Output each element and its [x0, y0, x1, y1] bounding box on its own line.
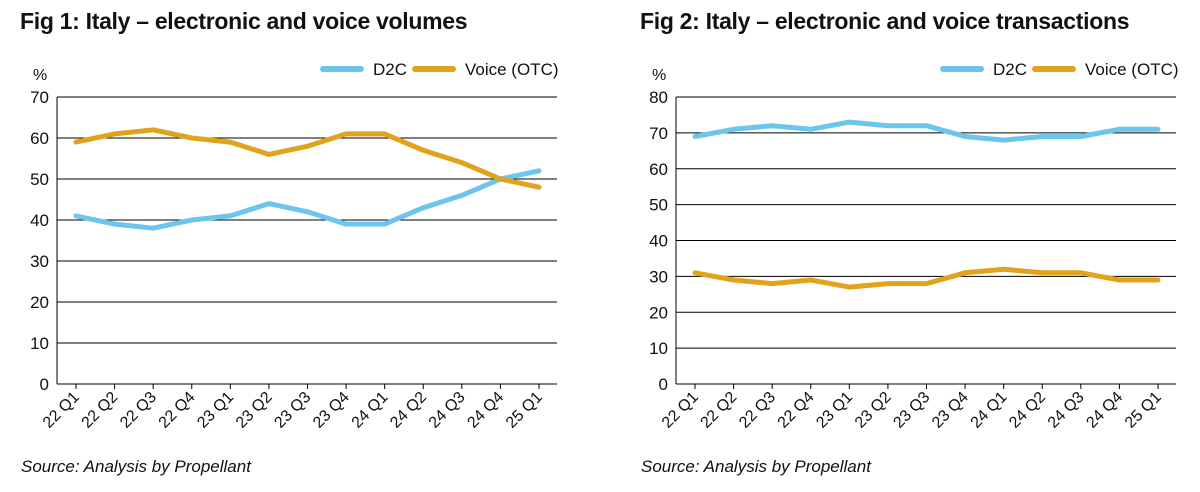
x-tick-label: 22 Q2 [79, 389, 122, 432]
y-tick-label: 60 [649, 160, 668, 179]
x-tick-label: 22 Q3 [117, 389, 160, 432]
y-tick-label: 10 [649, 339, 668, 358]
y-tick-label: 40 [649, 232, 668, 251]
legend-label-d2c: D2C [993, 60, 1027, 79]
x-tick-label: 23 Q2 [233, 389, 276, 432]
series-line-voice-otc [692, 266, 1161, 290]
y-tick-label: 30 [649, 267, 668, 286]
y-tick-label: 80 [649, 88, 668, 107]
x-tick-label: 24 Q1 [349, 389, 392, 432]
x-tick-label: 24 Q4 [464, 389, 507, 432]
legend-label-d2c: D2C [373, 60, 407, 79]
fig2-title: Fig 2: Italy – electronic and voice tran… [640, 8, 1130, 34]
y-tick-label: 20 [649, 303, 668, 322]
fig1-title: Fig 1: Italy – electronic and voice volu… [20, 8, 468, 34]
fig1-source: Source: Analysis by Propellant [21, 457, 251, 476]
y-tick-label: 0 [40, 375, 49, 394]
legend-label-voice: Voice (OTC) [1085, 60, 1179, 79]
fig2-source: Source: Analysis by Propellant [641, 457, 871, 476]
x-tick-label: 25 Q1 [503, 389, 546, 432]
x-tick-label: 23 Q3 [890, 389, 933, 432]
x-tick-label: 22 Q1 [40, 389, 83, 432]
x-tick-label: 22 Q4 [156, 389, 199, 432]
legend-label-voice: Voice (OTC) [465, 60, 559, 79]
x-tick-label: 22 Q2 [698, 389, 741, 432]
x-tick-label: 22 Q1 [659, 389, 702, 432]
x-tick-label: 24 Q2 [387, 389, 430, 432]
x-tick-label: 23 Q4 [310, 389, 353, 432]
x-tick-label: 24 Q2 [1006, 389, 1049, 432]
x-tick-label: 24 Q1 [968, 389, 1011, 432]
y-tick-label: 10 [30, 334, 49, 353]
series-line-d2c [692, 119, 1161, 143]
y-tick-label: 20 [30, 293, 49, 312]
y-tick-label: 50 [649, 196, 668, 215]
x-tick-label: 23 Q2 [852, 389, 895, 432]
y-tick-label: 50 [30, 170, 49, 189]
x-tick-label: 23 Q4 [929, 389, 972, 432]
x-tick-label: 23 Q1 [194, 389, 237, 432]
x-tick-label: 24 Q4 [1083, 389, 1126, 432]
x-tick-label: 25 Q1 [1122, 389, 1165, 432]
y-tick-label: 70 [649, 124, 668, 143]
y-axis-unit-label: % [652, 67, 666, 84]
y-tick-label: 0 [659, 375, 668, 394]
x-tick-label: 22 Q4 [775, 389, 818, 432]
y-axis-unit-label: % [33, 67, 47, 84]
x-tick-label: 24 Q3 [1045, 389, 1088, 432]
y-tick-label: 70 [30, 88, 49, 107]
y-tick-label: 30 [30, 252, 49, 271]
x-tick-label: 23 Q1 [813, 389, 856, 432]
y-tick-label: 60 [30, 129, 49, 148]
x-tick-label: 24 Q3 [426, 389, 469, 432]
x-tick-label: 22 Q3 [736, 389, 779, 432]
y-tick-label: 40 [30, 211, 49, 230]
x-tick-label: 23 Q3 [271, 389, 314, 432]
